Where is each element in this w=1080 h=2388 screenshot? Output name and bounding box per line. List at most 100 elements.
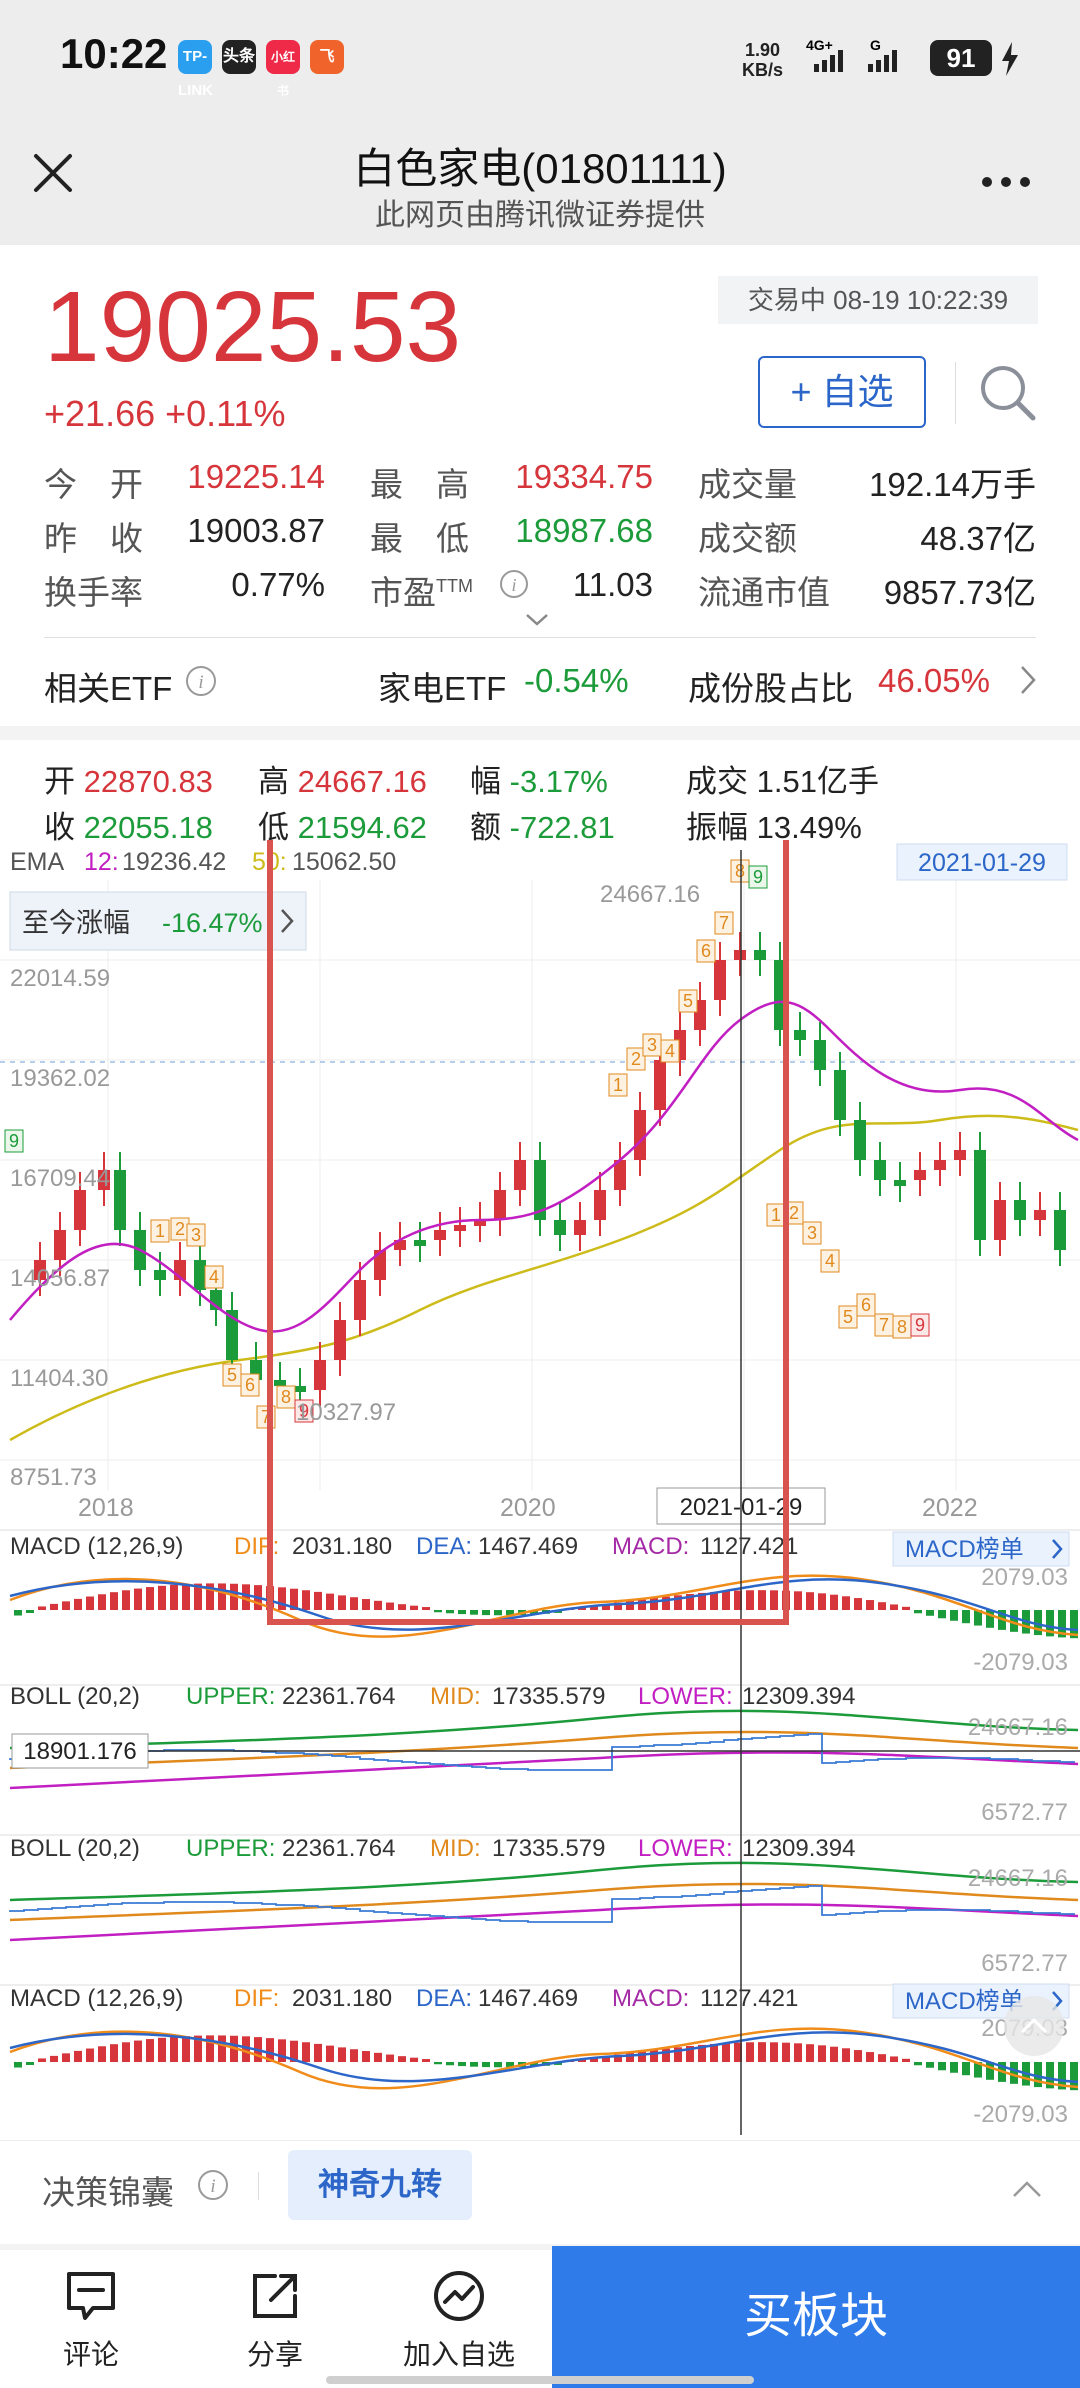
etf-name[interactable]: 家电ETF [378,670,507,707]
candle-body [514,1160,526,1190]
boll-panel-2 [9,1861,1079,1942]
nine-turn-number: 9 [299,1401,309,1421]
macd-bar [374,2052,382,2062]
y-tick-3: 16709.44 [10,1165,110,1192]
boll1-upper-label: UPPER: [186,1683,275,1710]
candle-body [654,1060,666,1110]
macd-bar [866,2052,874,2062]
info-icon[interactable]: i [498,568,530,605]
status-time: 10:22 [60,30,168,77]
macd1-macd-value: 1127.421 [700,1533,798,1560]
macd-bar [506,1610,514,1616]
candle-body [534,1160,546,1220]
y-tick-6: 8751.73 [10,1464,97,1491]
macd-bar [50,2055,58,2062]
boll2-lower-label: LOWER: [638,1835,733,1862]
candle-body [154,1270,166,1280]
nine-turn-marker [204,1265,224,1289]
macd-bar [926,1610,934,1616]
nine-turn-number: 7 [261,1407,271,1427]
macd-bar [1046,1610,1054,1637]
candle-body [974,1150,986,1240]
macd-bar [218,2035,226,2062]
x-tick-2018: 2018 [78,1494,134,1522]
date-badge-text: 2021-01-29 [918,849,1046,877]
macd-rank-text-2[interactable]: MACD榜单 [905,1988,1024,2015]
ohlc-open: 开 22870.83 [44,764,213,799]
macd-bar [134,1588,142,1610]
candle-body [854,1120,866,1160]
expand-stats-icon[interactable] [524,612,550,633]
ohlc-amount: 额 -722.81 [470,810,615,845]
boll2-lower-value: 12309.394 [742,1835,855,1862]
nine-turn-number: 1 [155,1221,165,1241]
tab-nine-turn[interactable]: 神奇九转 [288,2150,472,2220]
boll1-lower-value: 12309.394 [742,1683,855,1710]
candle-body [634,1110,646,1160]
close-icon[interactable] [30,150,80,200]
share-button[interactable]: 分享 [200,2250,350,2388]
trend-circle-icon [434,2271,484,2321]
macd-bar [830,1594,838,1610]
tab-decision[interactable]: 决策锦囊 [42,2174,174,2211]
nine-turn-number: 4 [825,1251,835,1271]
title-bar [0,120,1080,245]
macd-rank-text[interactable]: MACD榜单 [905,1536,1024,1563]
macd-bar [422,1607,430,1610]
macd-bar [410,2057,418,2062]
macd-bar [314,2043,322,2062]
macd-bar [614,1602,622,1610]
more-menu-icon[interactable] [980,150,1032,200]
boll-panel-1 [9,1709,1079,1790]
candle-body [394,1240,406,1250]
boll1-mid-label: MID: [430,1683,481,1710]
buy-sector-button[interactable]: 买板块 [552,2246,1080,2388]
macd-bar [194,1583,202,1610]
nine-turn-number: 6 [701,941,711,961]
low-price-label: 10327.97 [296,1399,396,1426]
macd-bar [782,2042,790,2062]
nine-turn-number: 7 [879,1315,889,1335]
nine-turn-marker [150,1219,170,1243]
nine-turn-number: 6 [861,1295,871,1315]
nine-turn-marker [910,1313,930,1337]
boll1-mid-value: 17335.579 [492,1683,605,1710]
macd-bar [350,1597,358,1610]
macd2-dif-value: 2031.180 [292,1985,392,2012]
nine-turn-number: 2 [789,1203,799,1223]
nine-turn-marker [748,865,768,889]
add-watch-button[interactable]: 加入自选 [384,2250,534,2388]
macd-bar [86,1596,94,1610]
macd-bar [338,2047,346,2062]
macd-bar [362,2051,370,2062]
macd-bar [302,2042,310,2062]
nine-turn-marker [186,1223,206,1247]
macd-bar [590,2057,598,2062]
since-change-button[interactable] [9,891,307,951]
decision-info-icon[interactable]: i [196,2168,230,2207]
boll2-label: BOLL (20,2) [10,1835,140,1862]
divider [258,2172,259,2200]
etf-info-icon[interactable]: i [184,664,218,703]
macd-rank-button[interactable] [892,1531,1070,1567]
ema12-value: 19236.42 [122,848,226,876]
macd-bar [650,1598,658,1610]
search-icon[interactable] [975,360,1041,426]
share-icon [253,2274,297,2318]
macd1-macd-label: MACD: [612,1533,689,1560]
comment-button[interactable]: 评论 [16,2250,166,2388]
ohlc-amplitude: 幅 -3.17% [470,764,608,799]
macd-bar [278,1587,286,1610]
candle-body [114,1170,126,1230]
add-watchlist-button[interactable]: + 自选 [758,356,926,428]
macd-bar [662,1596,670,1610]
floating-scroll-button[interactable] [1004,1996,1064,2056]
chevron-right-icon[interactable] [1018,664,1038,701]
stat-value-open: 19225.14 [187,458,325,495]
candle-body [954,1150,966,1160]
chevron-up-icon[interactable] [1010,2170,1044,2209]
since-change-value: -16.47% [162,908,263,938]
ohlc-close: 收 22055.18 [44,810,213,845]
stat-label-turnover: 换手率 [44,574,143,611]
